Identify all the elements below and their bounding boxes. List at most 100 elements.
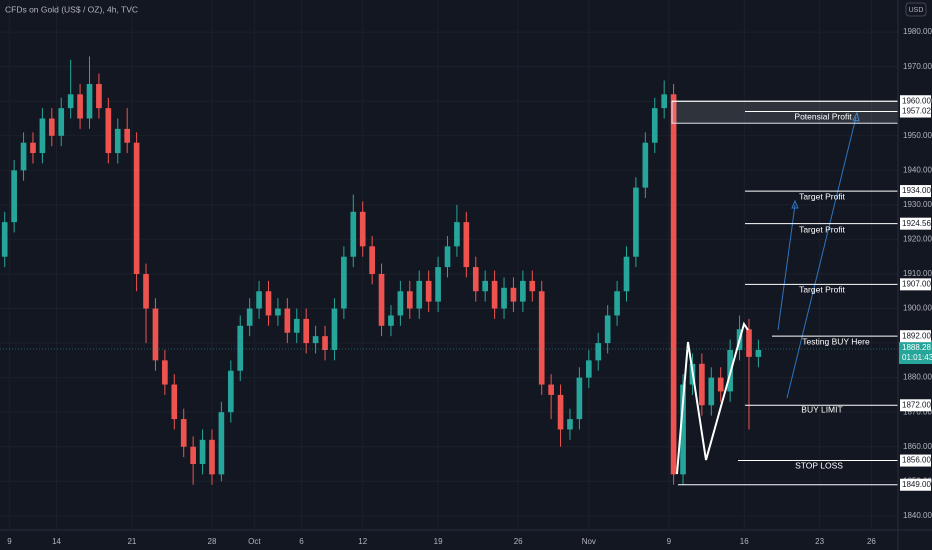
candle-body bbox=[293, 318, 300, 333]
zigzag-drawing bbox=[676, 321, 749, 475]
annotation: STOP LOSS bbox=[795, 460, 843, 470]
candle-body bbox=[58, 108, 65, 136]
y-tick-label: 1900.00 bbox=[903, 304, 932, 313]
candle-body bbox=[133, 142, 140, 274]
level-tag bbox=[900, 454, 931, 467]
y-tick-label: 1870.00 bbox=[903, 407, 932, 416]
x-tick-label: 26 bbox=[867, 537, 876, 546]
x-tick-label: 23 bbox=[815, 537, 824, 546]
candle-body bbox=[472, 267, 479, 292]
chart-title: CFDs on Gold (US$ / OZ), 4h, TVC bbox=[5, 4, 138, 14]
x-tick-label: 9 bbox=[667, 537, 672, 546]
level-label: 1924.56 bbox=[902, 219, 931, 228]
candle-body bbox=[209, 439, 215, 475]
level-tag bbox=[900, 185, 931, 198]
candle-body bbox=[1, 222, 8, 257]
candle-body bbox=[717, 377, 724, 392]
candle-body bbox=[463, 222, 470, 268]
level-label: 1907.00 bbox=[902, 279, 931, 288]
annotation: Potensial Profit bbox=[794, 111, 852, 121]
currency-label[interactable]: USD bbox=[909, 7, 924, 14]
candle-body bbox=[39, 118, 46, 154]
y-tick-label: 1910.00 bbox=[903, 269, 932, 278]
candle-body bbox=[520, 280, 526, 302]
level-label: 1957.02 bbox=[902, 107, 931, 116]
candle-body bbox=[651, 108, 658, 143]
candle-body bbox=[369, 246, 375, 274]
candle-body bbox=[397, 291, 404, 316]
x-tick-label: Nov bbox=[582, 537, 596, 546]
candle-body bbox=[388, 315, 394, 326]
candle-body bbox=[124, 128, 131, 143]
candle-body bbox=[256, 291, 262, 309]
x-tick-label: 14 bbox=[52, 537, 61, 546]
currency-button[interactable] bbox=[905, 2, 927, 17]
candle-body bbox=[661, 94, 668, 109]
candle-body bbox=[614, 291, 620, 316]
candle-body bbox=[162, 360, 168, 385]
level-tag bbox=[900, 278, 931, 291]
candle-body bbox=[190, 446, 196, 465]
candle-body bbox=[322, 336, 328, 350]
arrow-head bbox=[791, 199, 799, 209]
candle-body bbox=[237, 325, 244, 371]
candle-body bbox=[576, 377, 583, 420]
candle-body bbox=[275, 308, 281, 316]
candle-body bbox=[482, 280, 489, 292]
candle-body bbox=[501, 287, 507, 309]
candle-body bbox=[454, 222, 460, 247]
candle-body bbox=[180, 419, 187, 447]
grid bbox=[0, 0, 898, 530]
candle-body bbox=[96, 83, 102, 109]
drawings bbox=[676, 111, 860, 475]
level-label: 1960.00 bbox=[902, 96, 931, 105]
level-label: 1934.00 bbox=[902, 186, 931, 195]
level-tag bbox=[900, 105, 931, 118]
candle-body bbox=[680, 384, 686, 475]
annotation: BUY LIMIT bbox=[801, 404, 842, 414]
candle-body bbox=[331, 308, 338, 350]
candle-body bbox=[604, 315, 611, 344]
x-tick-label: 9 bbox=[7, 537, 12, 546]
candle-body bbox=[416, 280, 423, 309]
candle-body bbox=[114, 128, 121, 154]
candle-body bbox=[218, 412, 225, 475]
candle-body bbox=[303, 318, 310, 344]
current-price-tag bbox=[899, 342, 932, 365]
candles bbox=[1, 56, 762, 485]
level-label: 1849.00 bbox=[902, 480, 931, 489]
x-tick-label: 6 bbox=[299, 537, 304, 546]
candle-body bbox=[642, 142, 649, 188]
candle-body bbox=[510, 287, 517, 302]
candle-body bbox=[557, 394, 564, 430]
y-tick-label: 1880.00 bbox=[903, 373, 932, 382]
y-tick-label: 1920.00 bbox=[903, 235, 932, 244]
candle-body bbox=[746, 329, 752, 357]
candle-body bbox=[30, 142, 36, 154]
current-price-label: 1888.28 bbox=[902, 343, 931, 352]
candle-body bbox=[708, 377, 715, 406]
candle-body bbox=[755, 349, 762, 357]
candle-body bbox=[199, 439, 206, 465]
candle-body bbox=[171, 384, 178, 420]
candle-body bbox=[246, 308, 253, 326]
candle-body bbox=[359, 211, 366, 247]
x-tick-label: 21 bbox=[127, 537, 136, 546]
candle-body bbox=[20, 142, 27, 171]
candle-body bbox=[265, 291, 272, 316]
candle-body bbox=[435, 267, 441, 302]
countdown-label: 01:01:43 bbox=[902, 353, 932, 362]
candle-body bbox=[491, 280, 498, 309]
candle-body bbox=[406, 291, 413, 309]
candle-body bbox=[538, 291, 545, 385]
candle-body bbox=[585, 360, 592, 378]
candle-body bbox=[284, 308, 291, 333]
x-tick-label: 19 bbox=[434, 537, 443, 546]
candle-body bbox=[567, 419, 573, 430]
annotation: Target Profit bbox=[799, 191, 845, 201]
candle-body bbox=[623, 256, 630, 292]
candle-body bbox=[11, 170, 17, 223]
x-tick-label: Oct bbox=[248, 537, 261, 546]
candle-body bbox=[548, 384, 554, 395]
